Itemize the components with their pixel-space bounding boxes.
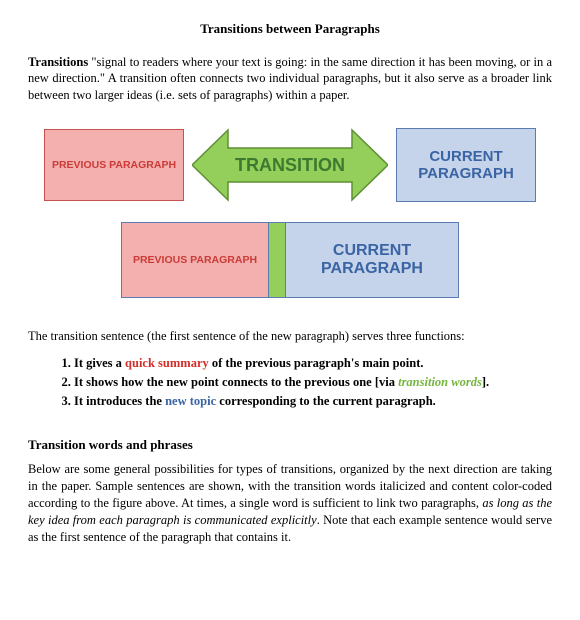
d2-curr-label: CURRENT PARAGRAPH xyxy=(286,242,458,279)
subheading: Transition words and phrases xyxy=(28,436,552,454)
functions-intro: The transition sentence (the first sente… xyxy=(28,328,552,345)
list-item: It introduces the new topic correspondin… xyxy=(74,393,552,410)
prev-paragraph-box: PREVIOUS PARAGRAPH xyxy=(44,129,184,201)
page-title: Transitions between Paragraphs xyxy=(28,20,552,38)
d2-prev-label: PREVIOUS PARAGRAPH xyxy=(133,254,257,266)
transition-arrow: TRANSITION xyxy=(192,126,388,204)
diagram-top: PREVIOUS PARAGRAPH TRANSITION CURRENT PA… xyxy=(28,126,552,204)
intro-lead: Transitions xyxy=(28,55,88,69)
d2-transition-strip xyxy=(268,223,286,297)
intro-paragraph: Transitions "signal to readers where you… xyxy=(28,54,552,105)
d2-prev-box: PREVIOUS PARAGRAPH xyxy=(122,223,268,297)
intro-rest: "signal to readers where your text is go… xyxy=(28,55,552,103)
highlight-green: transition words xyxy=(398,375,482,389)
list-item: It gives a quick summary of the previous… xyxy=(74,355,552,372)
transition-label: TRANSITION xyxy=(235,153,345,177)
curr-paragraph-label: CURRENT PARAGRAPH xyxy=(397,148,535,183)
d2-curr-box: CURRENT PARAGRAPH xyxy=(286,223,458,297)
diagram-bottom: PREVIOUS PARAGRAPH CURRENT PARAGRAPH xyxy=(28,222,552,298)
closing-paragraph: Below are some general possibilities for… xyxy=(28,461,552,545)
diagram-bottom-container: PREVIOUS PARAGRAPH CURRENT PARAGRAPH xyxy=(121,222,459,298)
functions-list: It gives a quick summary of the previous… xyxy=(74,355,552,410)
prev-paragraph-label: PREVIOUS PARAGRAPH xyxy=(52,159,176,171)
highlight-red: quick summary xyxy=(125,356,209,370)
list-item: It shows how the new point connects to t… xyxy=(74,374,552,391)
highlight-blue: new topic xyxy=(165,394,216,408)
curr-paragraph-box: CURRENT PARAGRAPH xyxy=(396,128,536,202)
